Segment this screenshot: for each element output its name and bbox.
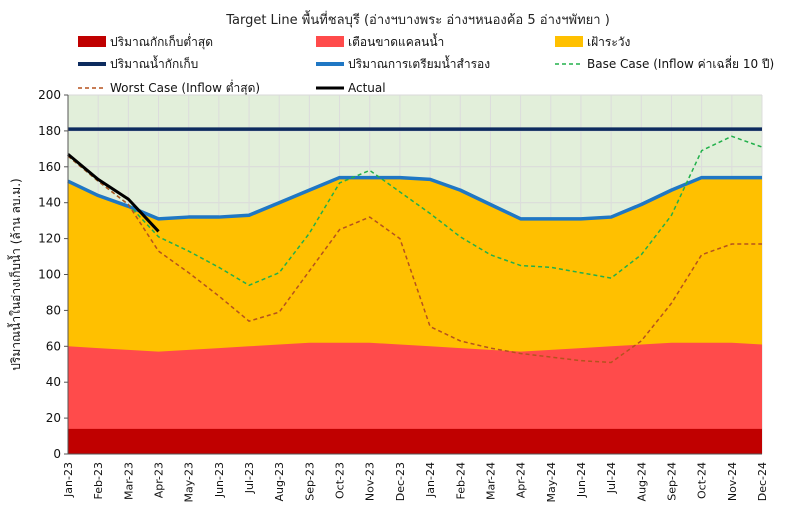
y-tick-label: 200 — [38, 88, 61, 102]
area-series — [68, 177, 762, 454]
x-tick-label: Mar-24 — [484, 462, 497, 500]
legend-label: Actual — [348, 81, 386, 95]
x-tick-label: Apr-23 — [153, 462, 166, 498]
x-tick-label: Nov-23 — [364, 462, 377, 501]
legend-shortage-warning: เตือนขาดแคลนน้ำ — [316, 33, 444, 49]
x-tick-label: Oct-23 — [334, 462, 347, 499]
x-tick-label: Feb-23 — [92, 462, 105, 499]
legend-storage-capacity: ปริมาณน้ำกักเก็บ — [78, 55, 198, 71]
x-tick-label: Apr-24 — [515, 462, 528, 498]
x-tick-label: Mar-23 — [122, 462, 135, 500]
y-axis-label: ปริมาณน้ำในอ่างเก็บน้ำ (ล้าน ลบ.ม.) — [7, 178, 23, 370]
legend-watch: เฝ้าระวัง — [555, 35, 630, 49]
line-reserve-preparation — [67, 175, 762, 221]
line-worst-case — [67, 155, 762, 364]
y-tick-label: 80 — [46, 303, 61, 317]
legend-label: Base Case (Inflow ค่าเฉลี่ย 10 ปี) — [587, 55, 774, 71]
legend-swatch — [316, 36, 344, 47]
area-min-storage — [68, 428, 762, 454]
legend-worst-case: Worst Case (Inflow ต่ำสุด) — [78, 79, 260, 96]
x-tick-label: Dec-23 — [394, 462, 407, 501]
y-tick-label: 40 — [46, 375, 61, 389]
legend-actual: Actual — [316, 81, 386, 95]
legend-label: ปริมาณกักเก็บต่ำสุด — [110, 33, 213, 50]
legend-reserve-preparation: ปริมาณการเตรียมน้ำสำรอง — [316, 55, 490, 71]
x-tick-label: Sep-23 — [303, 462, 316, 501]
x-tick-label: Aug-24 — [635, 462, 648, 501]
line-actual — [67, 153, 160, 233]
legend-label: ปริมาณการเตรียมน้ำสำรอง — [348, 55, 490, 71]
y-axis: 0 20 40 60 80 100 120 140 160 180 200 — [38, 88, 69, 461]
legend-label: Worst Case (Inflow ต่ำสุด) — [110, 79, 260, 96]
x-tick-label: Jun-23 — [213, 462, 226, 498]
chart-title: Target Line พื้นที่ชลบุรี (อ่างฯบางพระ อ… — [225, 10, 610, 28]
x-tick-label: Dec-24 — [756, 462, 769, 501]
y-tick-label: 60 — [46, 339, 61, 353]
line-base-case — [67, 135, 763, 287]
y-tick-label: 20 — [46, 411, 61, 425]
x-tick-label: Aug-23 — [273, 462, 286, 501]
legend-label: เฝ้าระวัง — [587, 35, 630, 49]
x-tick-label: May-24 — [545, 462, 558, 503]
x-tick-label: Oct-24 — [696, 462, 709, 499]
area-shortage-warning — [68, 342, 762, 454]
legend-label: ปริมาณน้ำกักเก็บ — [110, 55, 198, 71]
legend-base-case: Base Case (Inflow ค่าเฉลี่ย 10 ปี) — [555, 55, 774, 71]
x-tick-label: May-23 — [183, 462, 196, 503]
x-tick-label: Feb-24 — [454, 462, 467, 499]
line-series — [67, 127, 763, 364]
legend-min-storage: ปริมาณกักเก็บต่ำสุด — [78, 33, 213, 50]
x-tick-label: Jan-23 — [62, 462, 75, 498]
x-tick-label: Jan-24 — [424, 462, 437, 498]
y-tick-label: 0 — [53, 447, 61, 461]
legend-swatch — [555, 36, 583, 47]
legend: ปริมาณกักเก็บต่ำสุด เตือนขาดแคลนน้ำ เฝ้าระ… — [78, 33, 774, 96]
x-axis: Jan-23 Feb-23 Mar-23 Apr-23 May-23 Jun-23 Jul-… — [62, 453, 769, 503]
y-tick-label: 120 — [38, 232, 61, 246]
x-tick-label: Nov-24 — [726, 462, 739, 501]
x-tick-label: Jun-24 — [575, 462, 588, 498]
x-tick-label: Jul-24 — [605, 462, 618, 494]
x-tick-label: Jul-23 — [243, 462, 256, 494]
legend-swatch — [78, 36, 106, 47]
y-tick-label: 180 — [38, 124, 61, 138]
legend-label: เตือนขาดแคลนน้ำ — [348, 33, 444, 49]
y-tick-label: 100 — [38, 268, 61, 282]
x-tick-label: Sep-24 — [665, 462, 678, 501]
y-tick-label: 160 — [38, 160, 61, 174]
y-tick-label: 140 — [38, 196, 61, 210]
